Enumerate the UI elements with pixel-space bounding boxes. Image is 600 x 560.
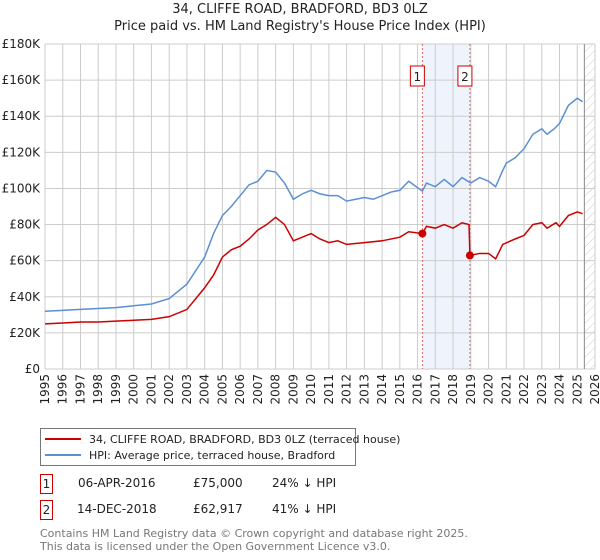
- x-tick-label: 2002: [162, 374, 176, 405]
- x-tick-label: 2007: [251, 374, 265, 405]
- shaded-period: [422, 44, 470, 369]
- x-tick-label: 2006: [233, 374, 247, 405]
- x-tick-label: 2022: [517, 374, 531, 405]
- forecast-hatch: [584, 44, 595, 369]
- series-line: [44, 211, 583, 325]
- x-tick-label: 2024: [553, 374, 567, 405]
- chart-subtitle: Price paid vs. HM Land Registry's House …: [114, 19, 486, 34]
- y-tick-label: £20K: [9, 326, 41, 340]
- x-tick-label: 2005: [215, 374, 229, 405]
- x-tick-label: 2013: [357, 374, 371, 405]
- x-tick-label: 1998: [91, 374, 105, 405]
- x-tick-label: 2017: [428, 374, 442, 405]
- y-tick-label: £80K: [9, 218, 41, 232]
- y-tick-label: £40K: [9, 290, 41, 304]
- annotation-box: [409, 65, 425, 87]
- series-line: [44, 97, 584, 312]
- y-tick-label: £180K: [2, 37, 42, 51]
- x-tick-label: 2021: [499, 374, 513, 405]
- y-tick-label: £120K: [2, 145, 42, 159]
- y-tick-label: £140K: [2, 109, 42, 123]
- x-tick-label: 2000: [127, 374, 141, 405]
- footer-line-2: This data is licensed under the Open Gov…: [40, 540, 391, 553]
- y-tick-label: £160K: [2, 73, 42, 87]
- transaction-date: 14-DEC-2018: [77, 502, 157, 516]
- x-tick-label: 2015: [393, 374, 407, 405]
- sale-point: [465, 251, 474, 260]
- legend-blue-line: [45, 454, 81, 456]
- transaction-price: £75,000: [193, 476, 243, 490]
- price-chart: £0 £20K £40K £60K £80K £100K £120K £140K £160K £1…: [2, 37, 600, 405]
- x-tick-label: 2025: [570, 374, 584, 405]
- x-tick-label: 2003: [180, 374, 194, 405]
- x-tick-label: 2004: [198, 374, 212, 405]
- annotation-label: 1: [414, 70, 422, 84]
- transaction-badge: 1: [40, 474, 53, 494]
- annotation-label: 2: [461, 70, 469, 84]
- chart-legend: 34, CLIFFE ROAD, BRADFORD, BD3 0LZ (terr…: [40, 428, 400, 466]
- x-tick-label: 2012: [340, 374, 354, 405]
- transaction-badge: 2: [40, 500, 53, 520]
- x-tick-label: 2009: [286, 374, 300, 405]
- y-tick-label: £0: [25, 362, 40, 376]
- y-tick-label: £60K: [9, 254, 41, 268]
- sale-point: [418, 229, 427, 238]
- x-tick-label: 2026: [588, 374, 600, 405]
- chart-title: 34, CLIFFE ROAD, BRADFORD, BD3 0LZ: [172, 2, 428, 17]
- legend-red-line: [45, 438, 81, 440]
- legend-label-hpi: HPI: Average price, terraced house, Brad…: [89, 448, 336, 462]
- x-tick-label: 1996: [56, 374, 70, 405]
- x-tick-label: 2001: [144, 374, 158, 405]
- legend-label-property: 34, CLIFFE ROAD, BRADFORD, BD3 0LZ (terr…: [89, 432, 401, 446]
- x-tick-label: 1997: [73, 374, 87, 405]
- x-tick-label: 2023: [535, 374, 549, 405]
- x-tick-label: 1999: [109, 374, 123, 405]
- x-tick-label: 2016: [411, 374, 425, 405]
- annotation-box: [457, 65, 473, 87]
- x-tick-label: 2014: [375, 374, 389, 405]
- x-tick-label: 2020: [482, 374, 496, 405]
- footer-line-1: Contains HM Land Registry data © Crown c…: [40, 527, 468, 540]
- transaction-price: £62,917: [193, 502, 243, 516]
- x-tick-label: 2011: [322, 374, 336, 405]
- transaction-hpi: 41% ↓ HPI: [272, 502, 337, 516]
- x-tick-label: 2010: [304, 374, 318, 405]
- transaction-hpi: 24% ↓ HPI: [272, 476, 337, 490]
- transaction-date: 06-APR-2016: [78, 476, 156, 490]
- x-tick-label: 2008: [269, 374, 283, 405]
- x-tick-label: 2018: [446, 374, 460, 405]
- x-tick-label: 1995: [38, 374, 52, 405]
- y-tick-label: £100K: [2, 181, 42, 195]
- x-tick-label: 2019: [464, 374, 478, 405]
- footer: Contains HM Land Registry data © Crown c…: [40, 527, 468, 553]
